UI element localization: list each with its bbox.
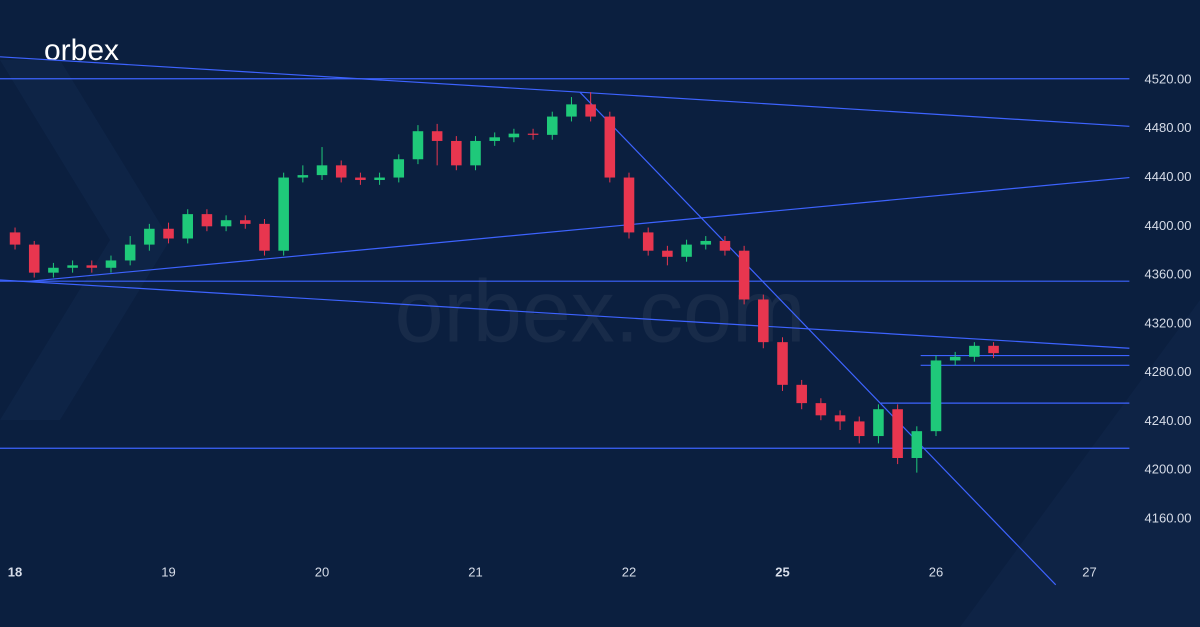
candle-body bbox=[259, 223, 270, 251]
candle-body bbox=[930, 360, 942, 432]
candle-body bbox=[604, 116, 616, 178]
watermark: orbex.com bbox=[395, 261, 806, 360]
trendline bbox=[0, 56, 580, 93]
candle-body bbox=[796, 384, 807, 404]
trendline bbox=[579, 91, 1057, 586]
candle-body bbox=[9, 232, 21, 245]
y-tick-label: 4320.00 bbox=[1145, 315, 1192, 330]
candle-body bbox=[201, 214, 213, 227]
candle-body bbox=[738, 250, 750, 300]
candle-body bbox=[374, 177, 385, 180]
candle-body bbox=[451, 140, 462, 166]
x-tick-label: 22 bbox=[622, 564, 636, 579]
candle-body bbox=[335, 165, 347, 178]
candle-body bbox=[949, 356, 961, 361]
candle-body bbox=[719, 240, 731, 251]
y-tick-label: 4440.00 bbox=[1145, 169, 1192, 184]
y-tick-label: 4480.00 bbox=[1145, 120, 1192, 135]
y-tick-label: 4280.00 bbox=[1145, 364, 1192, 379]
candle-body bbox=[28, 244, 40, 273]
candle-body bbox=[412, 131, 424, 160]
candle-body bbox=[48, 267, 59, 273]
candle-body bbox=[470, 140, 481, 166]
candle-body bbox=[988, 345, 999, 354]
x-tick-label: 21 bbox=[468, 564, 482, 579]
x-tick-label: 19 bbox=[161, 564, 175, 579]
candle-body bbox=[815, 403, 827, 416]
y-tick-label: 4240.00 bbox=[1145, 413, 1192, 428]
x-tick-label: 20 bbox=[315, 564, 329, 579]
y-tick-label: 4200.00 bbox=[1145, 462, 1192, 477]
candle-body bbox=[777, 342, 788, 385]
trendline bbox=[579, 91, 1130, 127]
candle-body bbox=[969, 345, 980, 357]
decor-shape bbox=[960, 300, 1200, 627]
candle-body bbox=[566, 104, 577, 117]
candle-body bbox=[124, 244, 136, 261]
candle-body bbox=[278, 177, 289, 251]
trendline bbox=[0, 279, 1130, 349]
candle-body bbox=[642, 232, 654, 251]
candle-body bbox=[316, 165, 328, 176]
trendlines bbox=[0, 56, 1130, 586]
candle-body bbox=[105, 260, 117, 268]
candle-body bbox=[892, 409, 903, 458]
candle-body bbox=[873, 409, 884, 437]
y-tick-label: 4400.00 bbox=[1145, 218, 1192, 233]
candle-body bbox=[297, 175, 309, 178]
candle-body bbox=[489, 137, 500, 141]
candle-body bbox=[393, 159, 405, 178]
candle-body bbox=[431, 131, 443, 141]
candle-body bbox=[220, 220, 232, 227]
candle-body bbox=[527, 133, 539, 135]
candle-body bbox=[144, 228, 155, 245]
x-tick-label: 26 bbox=[929, 564, 943, 579]
candle-body bbox=[240, 220, 251, 224]
candle-body bbox=[546, 116, 558, 135]
candle-body bbox=[911, 431, 923, 458]
candle-body bbox=[355, 177, 366, 180]
candle-body bbox=[163, 228, 174, 239]
candle-body bbox=[508, 133, 520, 138]
y-tick-label: 4360.00 bbox=[1145, 267, 1192, 282]
candle-body bbox=[182, 214, 193, 239]
candle-body bbox=[662, 250, 673, 257]
candle-body bbox=[86, 265, 98, 268]
x-tick-label: 25 bbox=[775, 564, 789, 579]
candle-body bbox=[623, 177, 635, 233]
candles bbox=[9, 92, 999, 473]
candle-body bbox=[834, 415, 846, 422]
candle-body bbox=[758, 299, 769, 343]
candle-body bbox=[67, 265, 78, 268]
x-tick-label: 27 bbox=[1082, 564, 1096, 579]
trendline bbox=[30, 176, 1130, 282]
candle-body bbox=[585, 104, 596, 117]
axes: 4520.00 4480.00 4440.00 4400.00 4360.00 4320.… bbox=[8, 71, 1192, 579]
y-tick-label: 4160.00 bbox=[1145, 510, 1192, 525]
candle-body bbox=[700, 240, 712, 245]
x-tick-label: 18 bbox=[8, 564, 22, 579]
decor-chevron bbox=[0, 60, 170, 420]
y-tick-label: 4520.00 bbox=[1145, 71, 1192, 86]
candle-body bbox=[681, 244, 692, 257]
candle-body bbox=[853, 421, 865, 437]
